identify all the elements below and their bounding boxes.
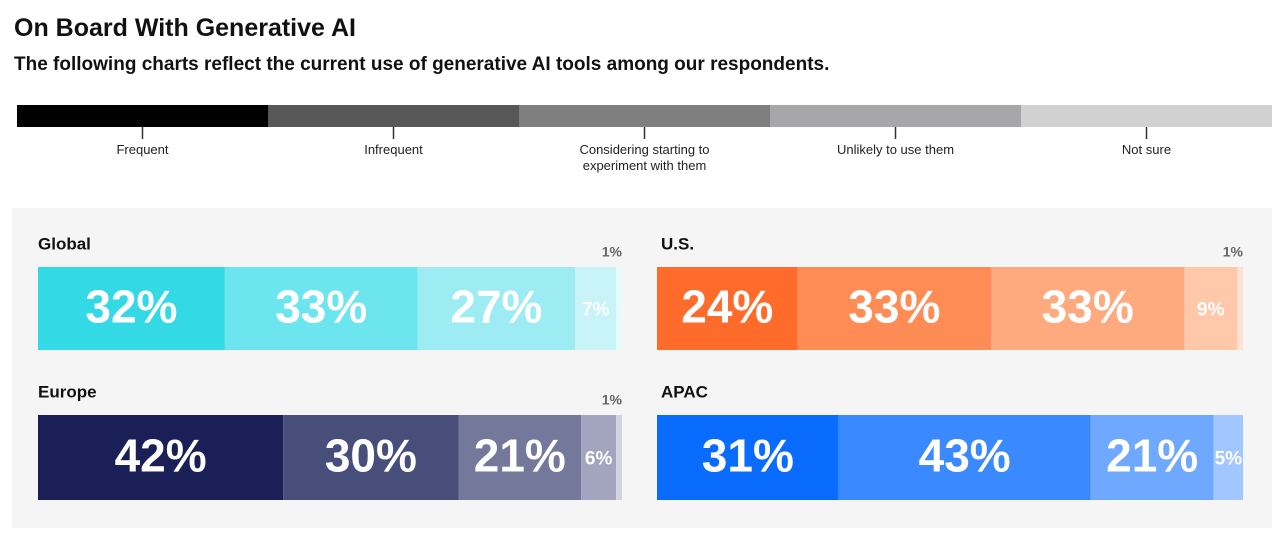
value-label: 33% xyxy=(848,281,940,333)
bar-segment xyxy=(38,267,225,350)
value-label: 21% xyxy=(474,430,566,482)
bar-segment xyxy=(38,415,284,500)
bar-segment xyxy=(1237,267,1243,350)
bar-segment xyxy=(657,267,798,350)
subtitle: The following charts reflect the current… xyxy=(14,54,830,75)
legend-swatch xyxy=(268,105,519,127)
value-label: 27% xyxy=(450,281,542,333)
bar-segment xyxy=(224,267,418,350)
bar-segment xyxy=(1090,415,1214,500)
bar-segment xyxy=(1184,267,1238,350)
legend-swatch xyxy=(519,105,770,127)
bar-segment xyxy=(797,267,992,350)
value-label: 32% xyxy=(85,281,177,333)
legend-swatch xyxy=(1021,105,1272,127)
value-label: 5% xyxy=(1215,449,1243,470)
panel-title: U.S. xyxy=(661,234,694,253)
bar-segment xyxy=(417,267,576,350)
value-label: 1% xyxy=(602,244,623,260)
bar-segment xyxy=(616,415,622,500)
legend-label: Frequent xyxy=(116,142,169,157)
value-label: 43% xyxy=(919,430,1011,482)
legend-label: Not sure xyxy=(1121,142,1172,157)
legend-label: Infrequent xyxy=(364,142,423,157)
bar-segment xyxy=(616,267,622,350)
title: On Board With Generative AI xyxy=(14,14,356,42)
value-label: 6% xyxy=(585,449,613,470)
legend-label: Considering starting to experiment with … xyxy=(579,142,710,173)
value-label: 24% xyxy=(681,281,773,333)
legend-swatch xyxy=(770,105,1021,127)
value-label: 42% xyxy=(115,430,207,482)
panel-title: APAC xyxy=(661,382,708,401)
panel-title: Global xyxy=(38,234,91,253)
value-label: 1% xyxy=(602,392,623,408)
panel-title: Europe xyxy=(38,382,97,401)
bar-segment xyxy=(458,415,582,500)
value-label: 21% xyxy=(1106,430,1198,482)
legend-label: Unlikely to use them xyxy=(836,142,955,157)
value-label: 9% xyxy=(1197,300,1225,321)
legend-swatch xyxy=(17,105,268,127)
bar-segment xyxy=(991,267,1185,350)
bar-segment xyxy=(1213,415,1243,500)
bar-segment xyxy=(283,415,459,500)
value-label: 31% xyxy=(702,430,794,482)
value-label: 33% xyxy=(1042,281,1134,333)
bar-segment xyxy=(581,415,617,500)
value-label: 1% xyxy=(1223,244,1244,260)
bar-segment xyxy=(657,415,839,500)
value-label: 33% xyxy=(275,281,367,333)
bar-segment xyxy=(575,267,617,350)
value-label: 30% xyxy=(325,430,417,482)
value-label: 7% xyxy=(582,300,610,321)
bar-segment xyxy=(838,415,1091,500)
